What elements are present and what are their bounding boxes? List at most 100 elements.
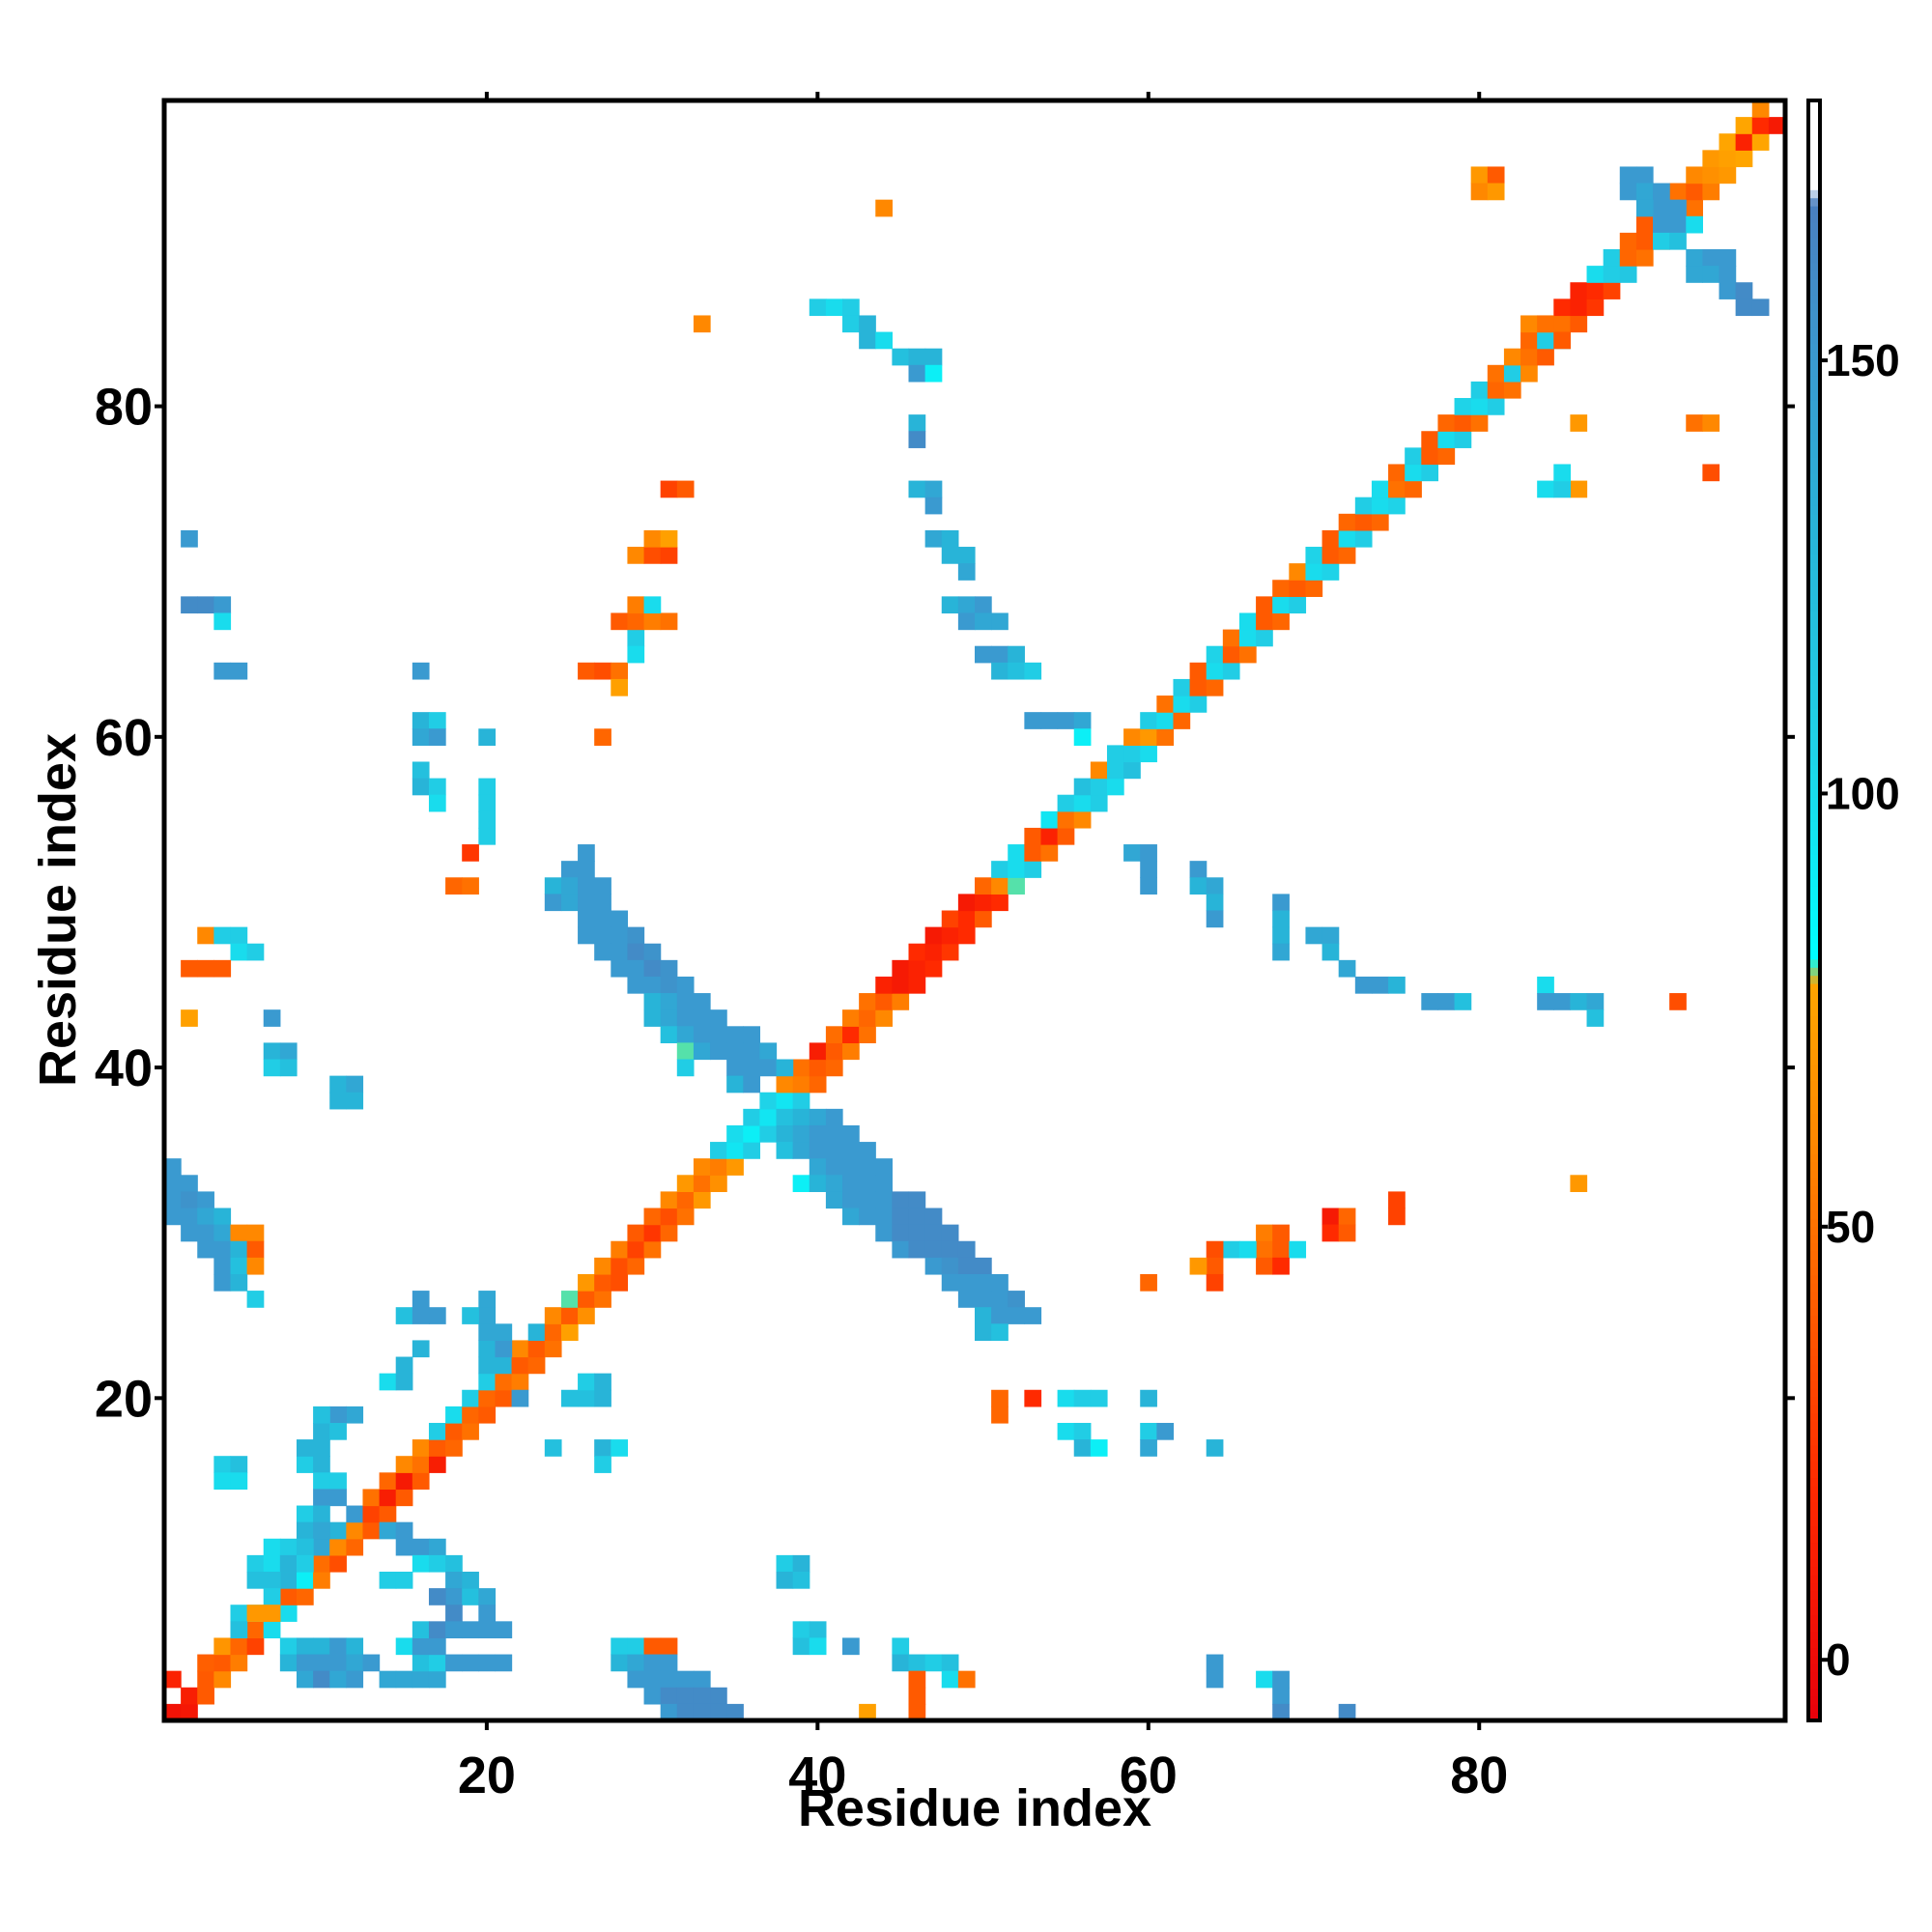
heatmap-cell [1454,398,1472,415]
heatmap-cell [842,1637,860,1656]
heatmap-cell [759,1108,778,1126]
heatmap-cell [445,877,463,895]
heatmap-cell [1719,266,1737,283]
heatmap-cell [1338,959,1356,978]
heatmap-cell [164,1191,182,1209]
heatmap-cell [975,645,992,664]
plot-frame [161,98,1788,1723]
heatmap-cell [329,1422,347,1440]
heatmap-cell [1140,1439,1157,1457]
heatmap-cell [1686,183,1703,201]
heatmap-cell [825,298,843,317]
heatmap-cell [1405,447,1422,466]
heatmap-cell [478,1621,497,1639]
colorbar-segment [1808,561,1820,571]
heatmap-cell [346,1637,364,1656]
heatmap-cell [462,1571,479,1589]
colorbar-segment [1808,440,1820,450]
heatmap-cell [842,315,860,333]
colorbar-segment [1808,756,1820,766]
heatmap-cell [991,1406,1009,1424]
heatmap-cell [197,596,214,614]
heatmap-cell [1272,910,1290,928]
heatmap-cell [1289,596,1307,614]
heatmap-cell [693,1687,711,1705]
heatmap-cell [478,1340,497,1358]
heatmap-cell [1635,249,1654,267]
heatmap-cell [1289,1240,1307,1259]
heatmap-cell [544,894,562,912]
colorbar-segment [1808,481,1820,491]
colorbar-segment [1808,302,1820,312]
colorbar-segment [1808,1461,1820,1470]
heatmap-cell [1073,712,1092,729]
heatmap-cell [1206,910,1224,928]
heatmap-cell [957,596,976,614]
heatmap-cell [1206,877,1224,895]
heatmap-cell [1503,364,1521,383]
heatmap-cell [842,1208,860,1226]
heatmap-cell [842,1158,860,1176]
heatmap-cell [1206,1439,1224,1457]
heatmap-cell [181,1009,198,1027]
heatmap-cell [1206,1670,1224,1689]
heatmap-cell [611,1654,629,1672]
heatmap-cell [395,1637,413,1656]
heatmap-cell [428,1307,446,1324]
heatmap-cell [329,1406,347,1424]
heatmap-cell [230,926,248,945]
heatmap-cell [1090,1439,1108,1457]
colorbar-segment [1808,611,1820,620]
heatmap-cell [776,1092,794,1110]
heatmap-cell [462,1588,479,1605]
heatmap-cell [991,1323,1009,1342]
heatmap-cell [1686,266,1703,283]
colorbar-segment [1808,716,1820,725]
heatmap-cell [1553,331,1572,350]
heatmap-cell [792,1092,810,1110]
heatmap-cell [544,1307,562,1324]
heatmap-cell [329,1670,347,1689]
colorbar-segment [1808,189,1820,199]
heatmap-cell [908,1240,926,1259]
colorbar-segment [1808,627,1820,637]
colorbar-segment [1808,1307,1820,1317]
heatmap-cell [991,1273,1009,1292]
heatmap-cell [544,877,562,895]
colorbar-segment [1808,1104,1820,1114]
heatmap-cell [1206,1257,1224,1275]
heatmap-cell [776,1059,794,1077]
heatmap-cells [164,100,1786,1721]
heatmap-cell [313,1422,330,1440]
heatmap-cell [213,1240,232,1259]
heatmap-cell [941,1240,959,1259]
heatmap-cell [462,844,479,862]
heatmap-cell [428,1670,446,1689]
colorbar-segment [1808,1695,1820,1705]
heatmap-cell [859,315,876,333]
heatmap-cell [1057,794,1075,812]
heatmap-cell [1156,728,1175,746]
heatmap-cell [1238,645,1257,664]
heatmap-cell [1635,166,1654,185]
heatmap-cell [975,1257,992,1275]
heatmap-cell [213,1456,232,1473]
colorbar-segment [1808,206,1820,214]
heatmap-cell [1206,678,1224,696]
x-tick-label: 80 [1450,1747,1508,1804]
heatmap-cell [676,1208,695,1226]
colorbar-segment [1808,1558,1820,1568]
heatmap-cell [1686,215,1703,234]
heatmap-cell [627,547,645,564]
colorbar-segment [1808,1088,1820,1097]
heatmap-cell [1024,712,1042,729]
heatmap-cell [181,1175,198,1193]
heatmap-cell [1090,1389,1108,1407]
heatmap-cell [1503,381,1521,399]
heatmap-cell [1123,728,1141,746]
heatmap-cell [1090,794,1108,812]
heatmap-cell [544,1323,562,1342]
heatmap-cell [627,645,645,664]
heatmap-cell [230,1224,248,1242]
heatmap-cell [1272,596,1290,614]
